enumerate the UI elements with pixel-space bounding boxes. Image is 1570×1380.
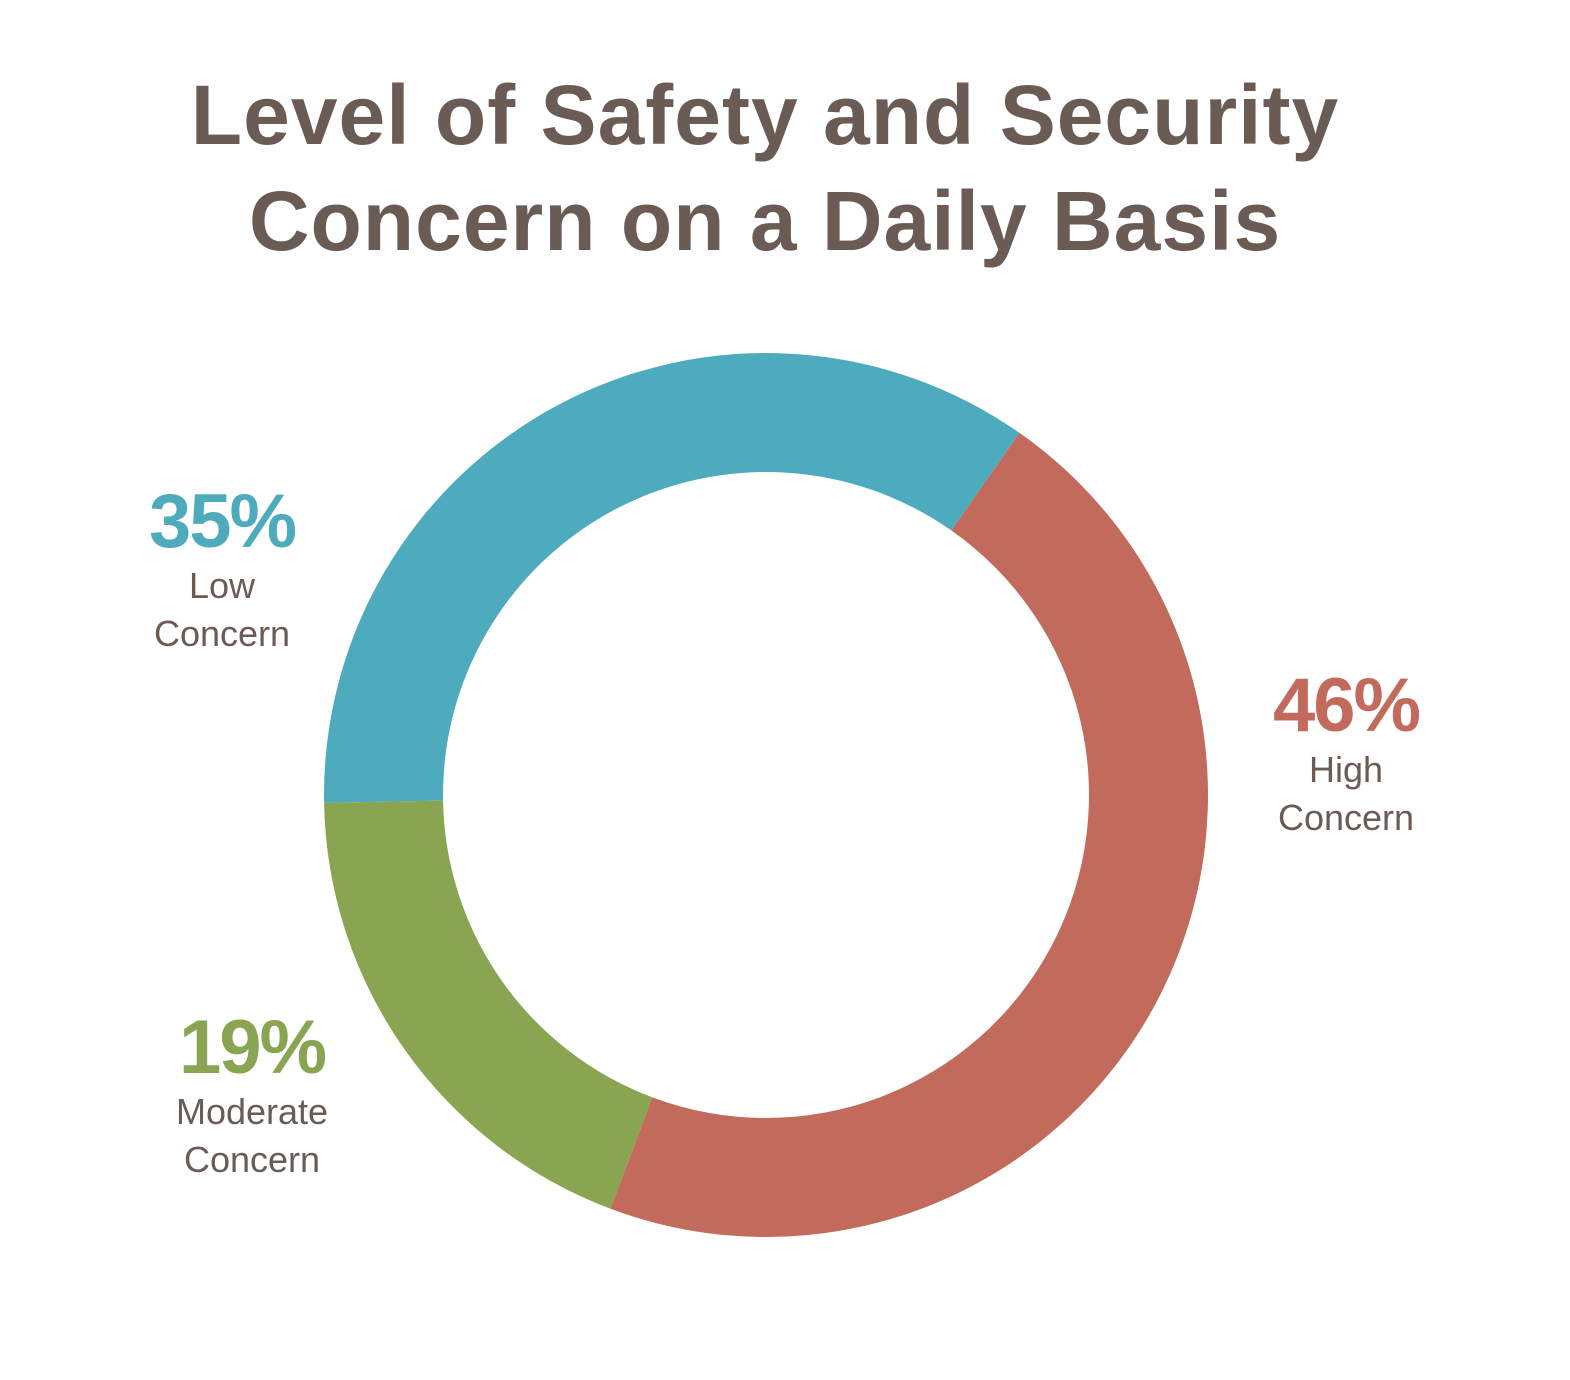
category-label-moderate-2: Concern <box>183 1139 321 1180</box>
donut-slice-high <box>610 432 1208 1237</box>
donut-slice-low <box>324 352 1020 803</box>
title-line-1: Level of Safety and Security <box>190 68 1340 162</box>
title-line-2: Concern on a Daily Basis <box>248 174 1282 268</box>
label-low: 35% Low Concern <box>92 482 352 658</box>
value-label-high: 46% <box>1272 663 1421 748</box>
category-label-high-1: High <box>1308 749 1384 790</box>
category-label-high-2: Concern <box>1277 797 1415 838</box>
value-label-low: 35% <box>148 479 297 564</box>
category-label-low-1: Low <box>188 565 256 606</box>
category-label-low-2: Concern <box>153 613 291 654</box>
chart-title: Level of Safety and Security Concern on … <box>0 62 1530 274</box>
category-label-moderate-1: Moderate <box>175 1091 329 1132</box>
label-high: 46% High Concern <box>1216 666 1476 842</box>
value-label-moderate: 19% <box>178 1005 327 1090</box>
label-moderate: 19% Moderate Concern <box>122 1008 382 1184</box>
donut-slice-moderate <box>324 800 653 1209</box>
